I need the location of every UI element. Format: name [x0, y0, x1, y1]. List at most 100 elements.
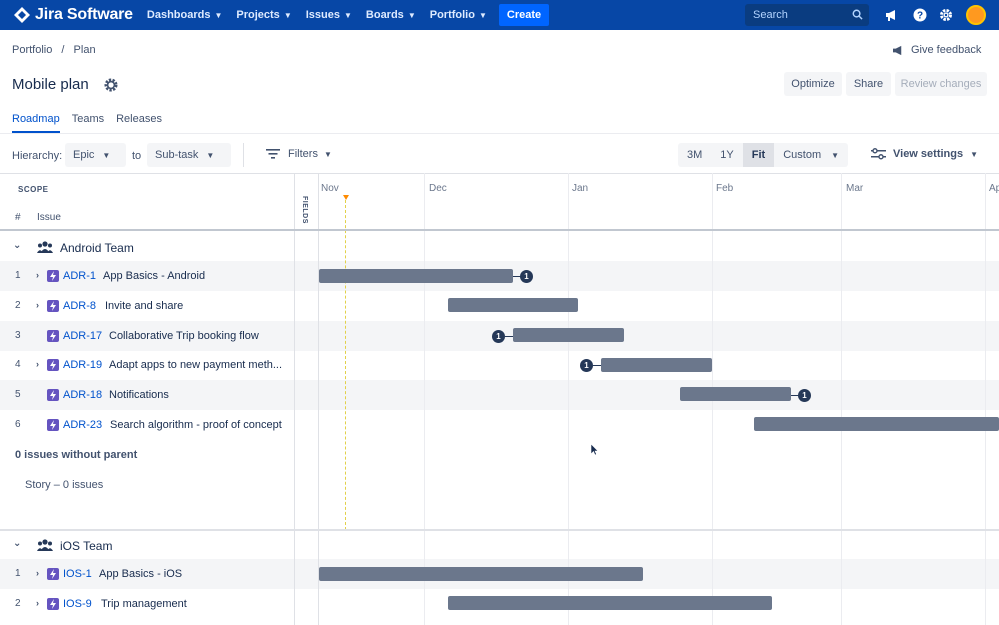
row-number: 4 [15, 359, 21, 370]
optimize-button[interactable]: Optimize [784, 72, 842, 96]
dependency-badge[interactable]: 1 [492, 330, 505, 343]
range-custom[interactable]: Custom ▼ [774, 143, 848, 167]
issue-title[interactable]: Adapt apps to new payment meth... [109, 359, 283, 371]
issue-key[interactable]: ADR-17 [63, 330, 103, 342]
issue-title[interactable]: Collaborative Trip booking flow [109, 330, 259, 342]
filters-button[interactable]: Filters ▼ [266, 148, 332, 160]
issue-key[interactable]: IOS-1 [63, 568, 92, 580]
tab-roadmap[interactable]: Roadmap [12, 113, 60, 133]
view-settings-label: View settings [893, 148, 964, 160]
expand-chevron-icon[interactable]: › [36, 300, 39, 310]
give-feedback-button[interactable]: Give feedback [892, 44, 981, 56]
view-settings-button[interactable]: View settings ▼ [871, 148, 978, 160]
row-number: 1 [15, 270, 21, 281]
dependency-line [791, 395, 799, 396]
month-feb: Feb [716, 183, 734, 194]
share-button[interactable]: Share [846, 72, 891, 96]
scope-header: SCOPE [18, 185, 49, 194]
expand-chevron-icon[interactable]: › [36, 568, 39, 578]
dependency-badge[interactable]: 1 [520, 270, 533, 283]
breadcrumb-plan[interactable]: Plan [73, 44, 96, 56]
epic-icon [47, 270, 59, 282]
fields-toggle[interactable]: FIELDS [301, 196, 308, 224]
issue-key[interactable]: IOS-9 [63, 598, 92, 610]
month-gridline [841, 173, 842, 625]
column-issue-header: Issue [37, 212, 61, 223]
timeline-bar-adr-8[interactable] [448, 298, 578, 312]
timeline-bar-ios-1[interactable] [319, 567, 643, 581]
issues-without-parent[interactable]: 0 issues without parent [15, 449, 138, 461]
month-gridline [424, 173, 425, 625]
dependency-badge[interactable]: 1 [580, 359, 593, 372]
today-line [345, 200, 346, 530]
nav-boards[interactable]: Boards ▼ [365, 9, 416, 21]
mouse-cursor-icon [591, 444, 599, 456]
svg-text:?: ? [917, 11, 923, 22]
timeline-bar-ios-9[interactable] [448, 596, 772, 610]
megaphone-icon[interactable] [885, 8, 899, 22]
month-nov: Nov [321, 183, 339, 194]
issue-key[interactable]: ADR-23 [63, 419, 103, 431]
dependency-badge[interactable]: 1 [798, 389, 811, 402]
timeline-bar-adr-17[interactable] [513, 328, 624, 342]
chevron-down-icon: ▼ [283, 10, 292, 20]
jira-logo[interactable]: Jira Software [14, 6, 133, 24]
timeline-bar-adr-19[interactable] [601, 358, 712, 372]
tab-teams[interactable]: Teams [71, 113, 105, 125]
expand-chevron-icon[interactable]: › [36, 270, 39, 280]
hierarchy-from-value: Epic [73, 149, 95, 161]
nav-issues[interactable]: Issues ▼ [305, 9, 352, 21]
timeline-bar-adr-1[interactable] [319, 269, 513, 283]
chevron-down-icon: ▼ [831, 150, 840, 160]
collapse-chevron-icon[interactable]: ⌄ [13, 538, 22, 549]
help-icon[interactable]: ? [913, 8, 927, 22]
breadcrumb-portfolio[interactable]: Portfolio [12, 44, 53, 56]
row-number: 6 [15, 419, 21, 430]
issue-key[interactable]: ADR-1 [63, 270, 97, 282]
issue-key[interactable]: ADR-8 [63, 300, 97, 312]
page-title: Mobile plan [12, 76, 89, 93]
tab-releases[interactable]: Releases [116, 113, 162, 125]
nav-portfolio[interactable]: Portfolio ▼ [429, 9, 487, 21]
issue-title[interactable]: Notifications [109, 389, 169, 401]
team-android[interactable]: Android Team [60, 241, 134, 255]
breadcrumb-separator: / [61, 44, 65, 56]
nav-dashboards[interactable]: Dashboards ▼ [146, 9, 223, 21]
team-ios[interactable]: iOS Team [60, 539, 113, 553]
avatar[interactable] [966, 5, 986, 25]
epic-icon [47, 568, 59, 580]
hierarchy-from-select[interactable]: Epic ▼ [65, 143, 126, 167]
nav-projects[interactable]: Projects ▼ [236, 9, 292, 21]
sliders-icon [871, 148, 886, 160]
issue-key[interactable]: ADR-19 [63, 359, 103, 371]
story-count: Story – 0 issues [25, 479, 104, 491]
timeline-bar-adr-18[interactable] [680, 387, 791, 401]
issue-title[interactable]: App Basics - iOS [99, 568, 183, 580]
search-input[interactable]: Search [745, 4, 869, 26]
epic-icon [47, 389, 59, 401]
timeline-bar-adr-23[interactable] [754, 417, 999, 431]
plan-settings-gear-icon[interactable] [103, 77, 119, 93]
range-fit[interactable]: Fit [742, 143, 775, 167]
issue-key[interactable]: ADR-18 [63, 389, 103, 401]
expand-chevron-icon[interactable]: › [36, 359, 39, 369]
month-gridline [568, 173, 569, 625]
issue-title[interactable]: App Basics - Android [103, 270, 206, 282]
issue-title[interactable]: Trip management [101, 598, 187, 610]
timeline-range-selector: 3M 1Y Fit Custom ▼ [678, 143, 849, 167]
issue-title[interactable]: Search algorithm - proof of concept [110, 419, 282, 431]
range-3m[interactable]: 3M [687, 149, 703, 161]
issue-title[interactable]: Invite and share [105, 300, 184, 312]
expand-chevron-icon[interactable]: › [36, 598, 39, 608]
hierarchy-to-select[interactable]: Sub-task ▼ [147, 143, 231, 167]
month-dec: Dec [429, 183, 447, 194]
plan-tabs: Roadmap Teams Releases [12, 113, 174, 133]
settings-gear-icon[interactable] [939, 8, 953, 22]
chevron-down-icon: ▼ [102, 150, 111, 160]
collapse-chevron-icon[interactable]: ⌄ [13, 240, 22, 251]
create-button[interactable]: Create [498, 4, 550, 26]
epic-icon [47, 419, 59, 431]
range-1y[interactable]: 1Y [720, 149, 734, 161]
epic-icon [47, 330, 59, 342]
review-changes-button[interactable]: Review changes [895, 72, 987, 96]
